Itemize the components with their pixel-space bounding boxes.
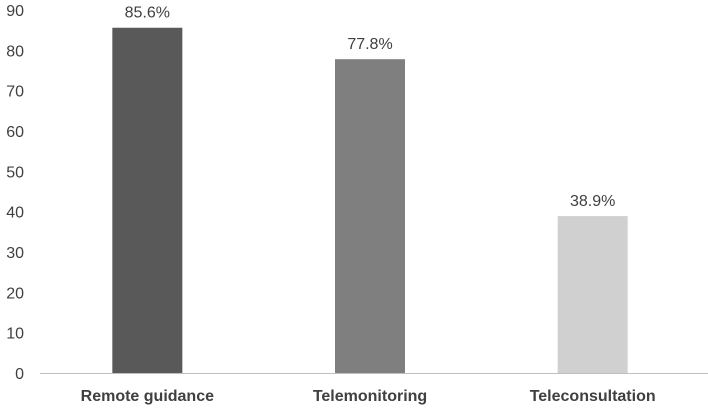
y-tick-label: 10 (6, 326, 24, 343)
y-tick-label: 0 (15, 366, 24, 383)
category-label: Teleconsultation (530, 388, 656, 405)
y-tick-label: 70 (6, 84, 24, 101)
y-tick-label: 60 (6, 124, 24, 141)
y-tick-label: 80 (6, 43, 24, 60)
bars (112, 27, 628, 373)
data-label: 38.9% (570, 193, 615, 210)
bar-remote-guidance (112, 27, 183, 373)
data-labels: 85.6% 77.8% 38.9% (125, 5, 616, 210)
category-labels: Remote guidance Telemonitoring Teleconsult… (81, 388, 656, 405)
y-axis-ticks: 0 10 20 30 40 50 60 70 80 90 (6, 3, 24, 383)
bar-teleconsultation (557, 216, 628, 373)
category-label: Remote guidance (81, 388, 214, 405)
y-tick-label: 50 (6, 164, 24, 181)
data-label: 77.8% (347, 36, 392, 53)
y-tick-label: 40 (6, 205, 24, 222)
data-label: 85.6% (125, 5, 170, 22)
y-tick-label: 30 (6, 245, 24, 262)
bar-telemonitoring (335, 59, 405, 373)
category-label: Telemonitoring (313, 388, 427, 405)
y-tick-label: 90 (6, 3, 24, 20)
y-tick-label: 20 (6, 285, 24, 302)
